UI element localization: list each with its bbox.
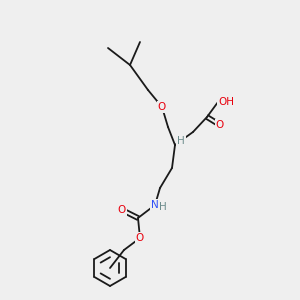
- Text: O: O: [118, 205, 126, 215]
- Text: N: N: [151, 200, 159, 210]
- Text: O: O: [158, 102, 166, 112]
- Text: O: O: [216, 120, 224, 130]
- Text: H: H: [159, 202, 167, 212]
- Text: O: O: [136, 233, 144, 243]
- Text: H: H: [177, 136, 185, 146]
- Text: OH: OH: [218, 97, 234, 107]
